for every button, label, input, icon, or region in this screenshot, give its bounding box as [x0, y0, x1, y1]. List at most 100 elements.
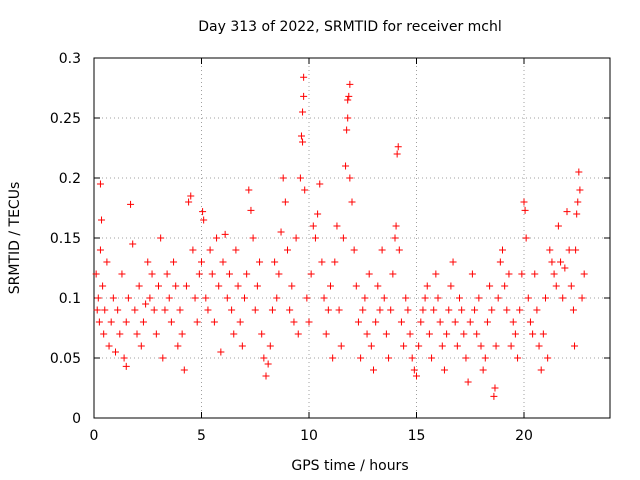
- data-point: [256, 258, 264, 266]
- data-point: [318, 258, 326, 266]
- data-point: [277, 228, 285, 236]
- data-point: [303, 294, 311, 302]
- data-point: [477, 342, 485, 350]
- data-point: [499, 246, 506, 254]
- data-point: [210, 318, 218, 326]
- data-point: [521, 206, 529, 214]
- data-point: [288, 282, 296, 290]
- data-point: [447, 282, 455, 290]
- data-point: [103, 258, 111, 266]
- data-point: [120, 354, 128, 362]
- data-point: [539, 330, 547, 338]
- data-point: [155, 282, 162, 290]
- data-point: [518, 270, 526, 278]
- data-point: [122, 318, 130, 326]
- data-point: [406, 330, 414, 338]
- data-point: [292, 234, 300, 242]
- data-point: [468, 270, 476, 278]
- data-point: [219, 258, 227, 266]
- data-point: [559, 294, 567, 302]
- data-point: [352, 282, 360, 290]
- data-point: [176, 306, 184, 314]
- data-point: [400, 342, 408, 350]
- x-axis-ticks: 0 5 10 15 20: [90, 58, 533, 444]
- data-point: [348, 198, 356, 206]
- data-point: [223, 294, 231, 302]
- data-point: [275, 270, 283, 278]
- data-point: [419, 306, 427, 314]
- data-point: [301, 186, 309, 194]
- data-point: [322, 330, 330, 338]
- data-point: [408, 354, 416, 362]
- data-point: [324, 306, 332, 314]
- data-point: [200, 216, 208, 224]
- data-point: [428, 354, 436, 362]
- data-point: [561, 264, 569, 272]
- data-point: [438, 342, 446, 350]
- data-point: [491, 384, 499, 392]
- data-point: [391, 234, 399, 242]
- data-point: [464, 378, 472, 386]
- data-point: [264, 360, 272, 368]
- data-point: [397, 318, 405, 326]
- data-point: [202, 294, 210, 302]
- data-point: [148, 270, 156, 278]
- x-tick-label: 15: [408, 428, 426, 444]
- data-point: [421, 294, 429, 302]
- data-point: [243, 270, 251, 278]
- data-point: [413, 372, 420, 380]
- data-point: [544, 354, 552, 362]
- data-point: [475, 294, 483, 302]
- x-tick-label: 5: [197, 428, 206, 444]
- data-point: [548, 258, 556, 266]
- data-point: [247, 206, 255, 214]
- data-point: [193, 318, 201, 326]
- data-point: [449, 258, 457, 266]
- data-point: [187, 192, 195, 200]
- data-point: [281, 198, 289, 206]
- data-point: [217, 348, 225, 356]
- data-point: [144, 258, 152, 266]
- data-point: [142, 300, 150, 308]
- data-point: [557, 258, 565, 266]
- data-point: [354, 318, 362, 326]
- data-point: [182, 282, 190, 290]
- data-point: [146, 294, 154, 302]
- data-point: [290, 318, 298, 326]
- data-point: [260, 354, 268, 362]
- data-point: [167, 318, 175, 326]
- data-point: [300, 92, 308, 100]
- data-point: [213, 234, 221, 242]
- data-point: [542, 294, 549, 302]
- data-point: [346, 174, 354, 182]
- data-point: [150, 306, 158, 314]
- data-point: [199, 208, 207, 216]
- y-tick-label: 0.3: [59, 51, 81, 67]
- data-point: [339, 234, 347, 242]
- data-point: [172, 282, 180, 290]
- data-point: [245, 186, 253, 194]
- data-point: [535, 342, 543, 350]
- data-point: [514, 354, 522, 362]
- chart-title: Day 313 of 2022, SRMTID for receiver mch…: [198, 19, 502, 35]
- data-point: [554, 222, 562, 230]
- data-point: [393, 150, 401, 158]
- data-point: [342, 162, 350, 170]
- data-point: [170, 258, 178, 266]
- data-point: [221, 230, 229, 238]
- data-point: [462, 354, 470, 362]
- y-tick-label: 0.2: [59, 171, 81, 187]
- data-point: [357, 354, 365, 362]
- data-point: [443, 330, 451, 338]
- data-point: [578, 294, 586, 302]
- data-point: [385, 354, 393, 362]
- data-point: [271, 258, 279, 266]
- data-point: [178, 330, 186, 338]
- data-point: [520, 198, 528, 206]
- y-axis-ticks: 0 0.05 0.1 0.15 0.2 0.25 0.3: [50, 51, 610, 427]
- data-point: [423, 282, 431, 290]
- data-point: [100, 330, 108, 338]
- data-point: [98, 216, 106, 224]
- data-point: [101, 306, 109, 314]
- data-point: [580, 270, 588, 278]
